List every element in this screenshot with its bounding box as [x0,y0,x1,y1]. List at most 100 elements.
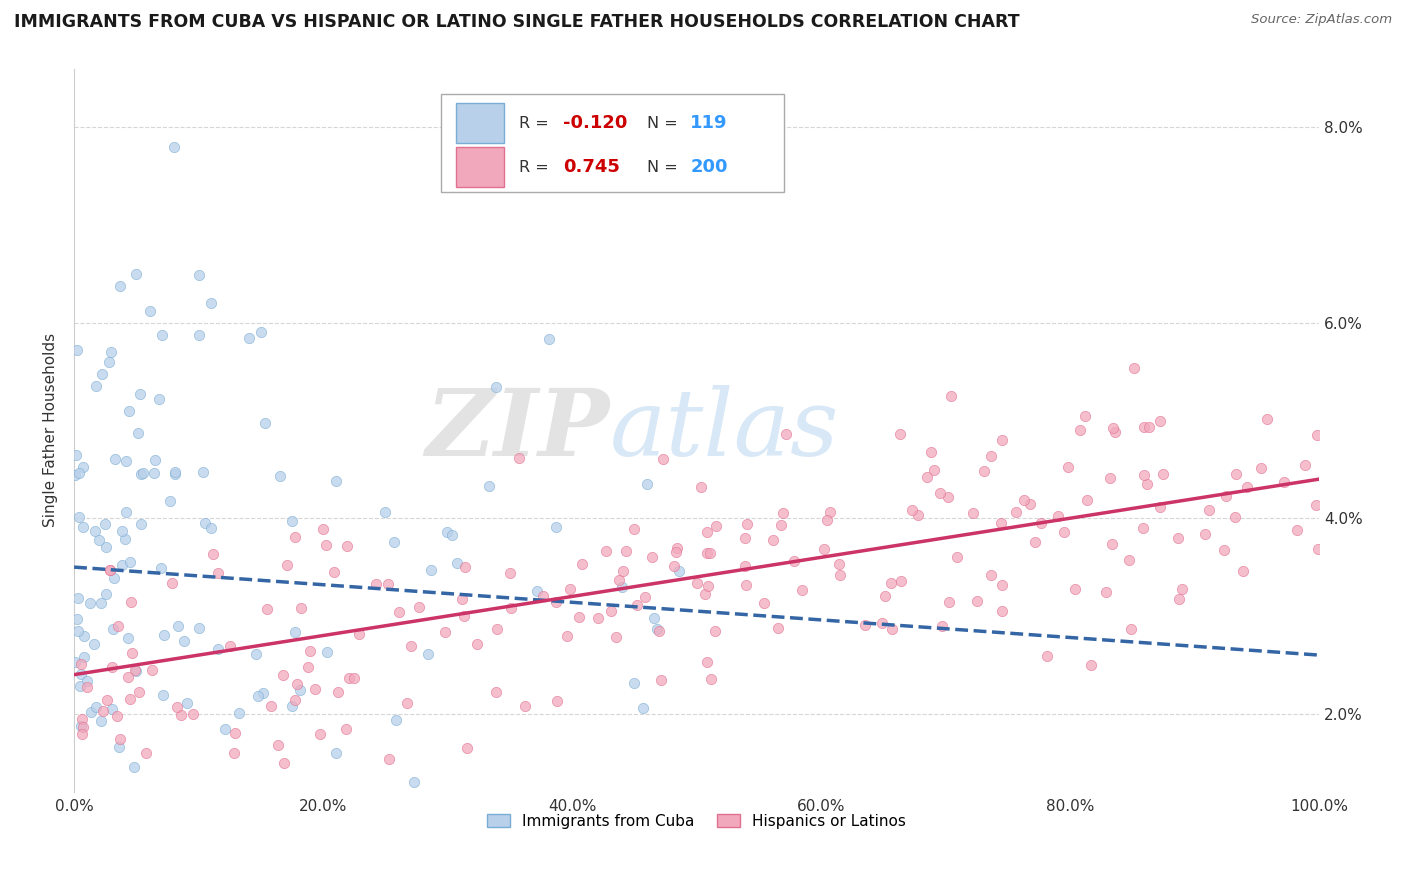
Point [66,591,89,606]
Point [924,463,946,477]
Point [110,732,132,747]
Point [1152,467,1174,481]
Point [641,549,664,564]
Point [90,714,112,728]
Point [76,674,98,689]
Point [69,679,91,693]
Point [1236,480,1258,494]
Point [571,557,593,571]
Point [176,696,198,710]
Point [297,660,319,674]
Point [815,513,838,527]
Point [1194,527,1216,541]
Point [990,604,1012,618]
Point [84,379,107,393]
Point [94,540,117,554]
Point [135,746,157,760]
Point [668,564,690,578]
Point [309,727,332,741]
Point [938,595,960,609]
Point [595,544,617,558]
Point [91,704,114,718]
Point [103,571,125,585]
Point [962,506,984,520]
Point [117,670,139,684]
Text: R =: R = [519,116,554,130]
Point [652,452,675,467]
Point [499,566,522,581]
Point [103,452,125,467]
Point [84,700,107,714]
Point [125,267,148,281]
Point [1094,585,1116,599]
Point [599,604,621,618]
Point [96,693,118,707]
Point [191,465,214,479]
Point [202,547,225,561]
Point [83,638,105,652]
Point [377,577,399,591]
Text: 119: 119 [690,114,728,132]
Point [1104,425,1126,440]
Point [813,541,835,556]
Point [120,595,142,609]
Point [696,546,718,560]
Point [408,600,430,615]
Point [648,805,671,819]
Point [336,539,359,553]
Text: N =: N = [647,160,683,175]
Point [648,624,671,638]
Point [515,698,537,713]
Point [441,528,464,542]
Point [693,587,716,601]
Point [697,579,720,593]
Point [907,508,929,522]
Point [1198,503,1220,517]
Point [734,559,756,574]
Point [343,671,366,685]
Point [115,454,138,468]
Point [259,699,281,714]
Point [131,467,153,481]
Point [703,624,725,638]
Point [70,713,93,727]
Point [1029,516,1052,530]
Point [347,627,370,641]
Point [66,612,89,626]
Point [328,685,350,699]
Point [508,450,530,465]
Point [325,474,347,488]
Point [322,566,344,580]
Point [1102,420,1125,434]
Point [820,505,842,519]
Point [79,596,101,610]
Legend: Immigrants from Cuba, Hispanics or Latinos: Immigrants from Cuba, Hispanics or Latin… [481,807,912,835]
Point [931,618,953,632]
Point [1005,505,1028,519]
Point [128,387,150,401]
Point [1132,520,1154,534]
Point [555,629,578,643]
Point [890,574,912,588]
Point [224,726,246,740]
Text: atlas: atlas [609,385,839,475]
Point [290,600,312,615]
Point [1225,467,1247,482]
Point [1232,564,1254,578]
Point [1118,552,1140,566]
Text: N =: N = [647,116,683,130]
Point [125,664,148,678]
Point [91,367,114,381]
Point [200,296,222,310]
Point [526,583,548,598]
Point [73,629,96,643]
Point [256,602,278,616]
Point [486,622,509,636]
Point [420,563,443,577]
Point [194,516,217,531]
Text: 200: 200 [690,158,728,176]
Point [920,445,942,459]
Point [63,655,86,669]
Point [636,477,658,491]
Point [281,514,304,528]
